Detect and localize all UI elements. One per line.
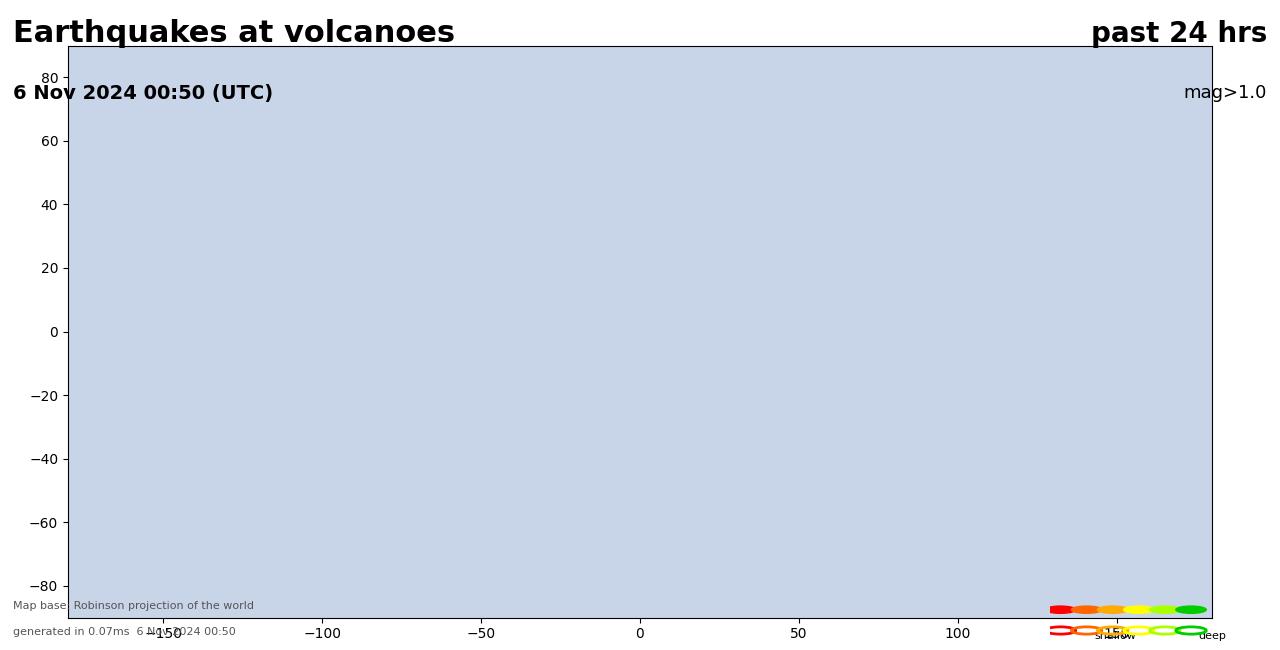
Circle shape [1176, 606, 1206, 614]
Text: 6 Nov 2024 00:50 (UTC): 6 Nov 2024 00:50 (UTC) [13, 84, 273, 103]
Text: generated in 0.07ms  6 Nov 2024 00:50: generated in 0.07ms 6 Nov 2024 00:50 [13, 627, 236, 637]
Circle shape [1071, 606, 1102, 614]
Text: shallow: shallow [1094, 631, 1135, 641]
Circle shape [1097, 606, 1128, 614]
Text: Earthquakes at volcanoes: Earthquakes at volcanoes [13, 20, 454, 49]
Circle shape [1046, 606, 1075, 614]
Text: deep: deep [1199, 631, 1226, 641]
Circle shape [1124, 606, 1155, 614]
Circle shape [1149, 606, 1180, 614]
Text: past 24 hrs: past 24 hrs [1091, 20, 1267, 47]
Text: Map base: Robinson projection of the world: Map base: Robinson projection of the wor… [13, 601, 253, 611]
Text: mag>1.0: mag>1.0 [1184, 84, 1267, 103]
